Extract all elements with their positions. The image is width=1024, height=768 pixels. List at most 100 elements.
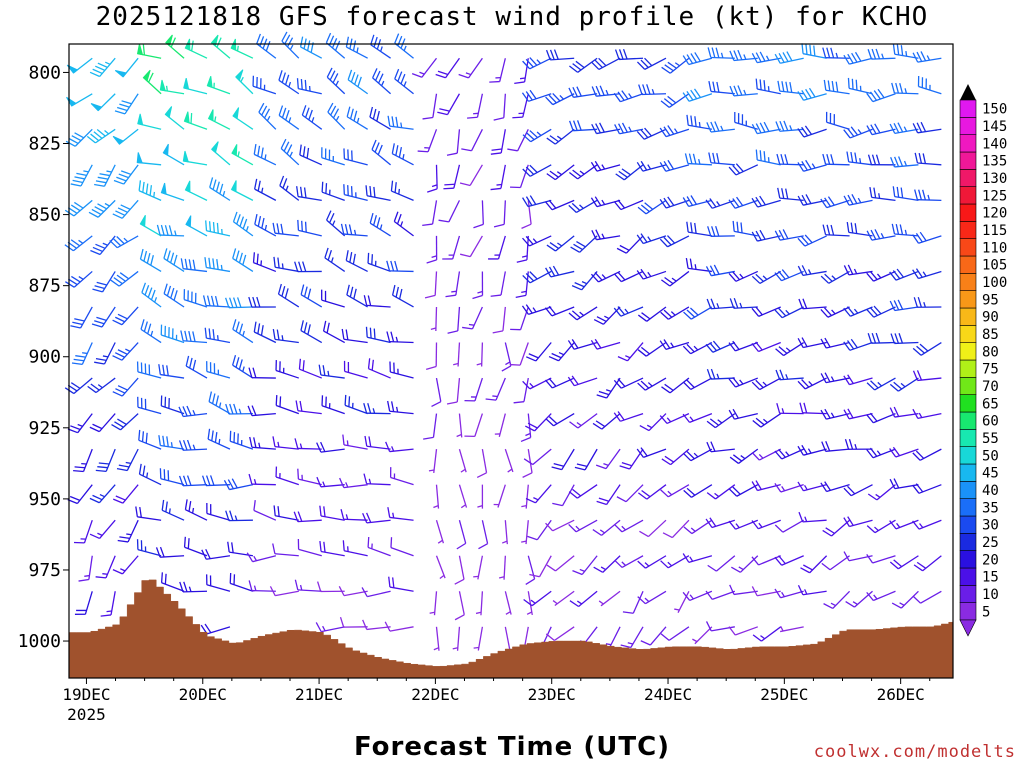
colorbar-segment	[959, 186, 977, 205]
barb-flag	[331, 38, 338, 49]
barb-flag	[552, 502, 563, 507]
wind-barb	[91, 306, 116, 328]
wind-barb	[516, 235, 529, 263]
wind-barb	[279, 175, 300, 201]
wind-barb	[137, 396, 162, 415]
barb-flag	[373, 36, 378, 48]
barb-flag	[567, 340, 575, 350]
barb-flag	[915, 233, 923, 243]
wind-barb	[596, 484, 621, 506]
wind-barb	[843, 338, 873, 351]
barb-flag	[390, 331, 395, 342]
barb-half-flag	[97, 384, 103, 389]
wind-barb	[660, 626, 690, 641]
barb-flag	[709, 198, 717, 208]
barb-flag	[248, 296, 253, 308]
barb-half-flag	[356, 47, 359, 53]
barb-shaft	[458, 591, 465, 615]
wind-barb	[731, 555, 759, 573]
barb-flag	[205, 548, 211, 559]
barb-flag	[94, 361, 105, 365]
barb-flag	[715, 47, 720, 58]
barb-half-flag	[258, 442, 261, 449]
barb-flag	[162, 364, 165, 376]
barb-flag	[732, 271, 741, 281]
barb-flag	[369, 327, 372, 339]
barb-flag	[184, 330, 188, 342]
wind-barb	[316, 441, 345, 453]
wind-barb	[70, 306, 93, 329]
wind-barb	[797, 125, 827, 138]
barb-shaft	[456, 377, 461, 403]
barb-flag	[187, 538, 190, 549]
barb-flag	[387, 507, 391, 518]
barb-flag	[232, 319, 237, 330]
barb-flag	[638, 492, 648, 500]
barb-flag	[546, 173, 556, 181]
colorbar-segment	[959, 463, 977, 482]
barb-flag	[294, 261, 299, 272]
barb-flag	[485, 398, 497, 401]
wind-barb	[340, 508, 368, 521]
barb-flag	[751, 556, 760, 566]
wind-barb	[569, 57, 598, 73]
barb-flag	[599, 85, 605, 96]
barb-flag	[392, 577, 395, 588]
wind-barb	[326, 67, 346, 95]
barb-half-flag	[379, 224, 383, 230]
barb-half-flag	[644, 597, 650, 603]
barb-flag	[752, 419, 762, 428]
barb-flag	[759, 79, 762, 90]
barb-flag	[706, 122, 712, 133]
barb-flag	[803, 564, 813, 571]
barb-flag	[523, 598, 533, 607]
barb-flag	[813, 45, 816, 57]
chart-title: 2025121818 GFS forecast wind profile (kt…	[95, 2, 929, 32]
barb-flag	[95, 180, 107, 184]
barb-flag	[797, 481, 804, 492]
wind-barb	[342, 434, 368, 450]
barb-flag	[296, 78, 299, 89]
wind-barb	[423, 413, 438, 440]
wind-barb	[622, 591, 644, 614]
barb-flag	[528, 353, 539, 359]
barb-shaft	[782, 519, 804, 533]
wind-barb	[184, 499, 208, 521]
credit-link[interactable]: coolwx.com/modelts	[813, 742, 1016, 762]
barb-flag	[342, 434, 345, 445]
barb-flag	[64, 281, 75, 288]
barb-flag	[300, 320, 304, 331]
barb-flag	[444, 183, 455, 186]
barb-shaft	[625, 484, 644, 503]
barb-flag	[246, 552, 254, 563]
barb-flag	[891, 602, 902, 609]
barb-half-flag	[214, 116, 217, 122]
barb-shaft	[434, 271, 438, 296]
barb-flag	[659, 415, 668, 424]
barb-flag	[388, 576, 391, 588]
wind-barb	[774, 448, 804, 460]
wind-barb	[728, 340, 759, 352]
wind-barb	[613, 377, 644, 389]
wind-barb	[138, 463, 162, 486]
barb-flag	[373, 328, 376, 340]
barb-half-flag	[216, 335, 219, 341]
barb-flag	[568, 120, 574, 131]
barb-flag	[797, 445, 804, 456]
barb-flag	[232, 248, 237, 259]
barb-flag	[110, 279, 120, 287]
colorbar-label: 115	[982, 223, 1007, 239]
wind-barb	[507, 129, 529, 152]
barb-half-flag	[460, 468, 466, 473]
barb-shaft	[758, 555, 781, 566]
barb-flag	[866, 382, 876, 391]
barb-flag	[394, 33, 400, 44]
barb-flag	[173, 290, 178, 301]
barb-flag	[613, 307, 622, 317]
barb-flag	[398, 147, 403, 158]
barb-flag	[348, 396, 351, 407]
barb-flag	[165, 501, 168, 513]
wind-barb	[614, 122, 644, 135]
barb-flag	[854, 223, 858, 234]
barb-half-flag	[693, 452, 699, 458]
